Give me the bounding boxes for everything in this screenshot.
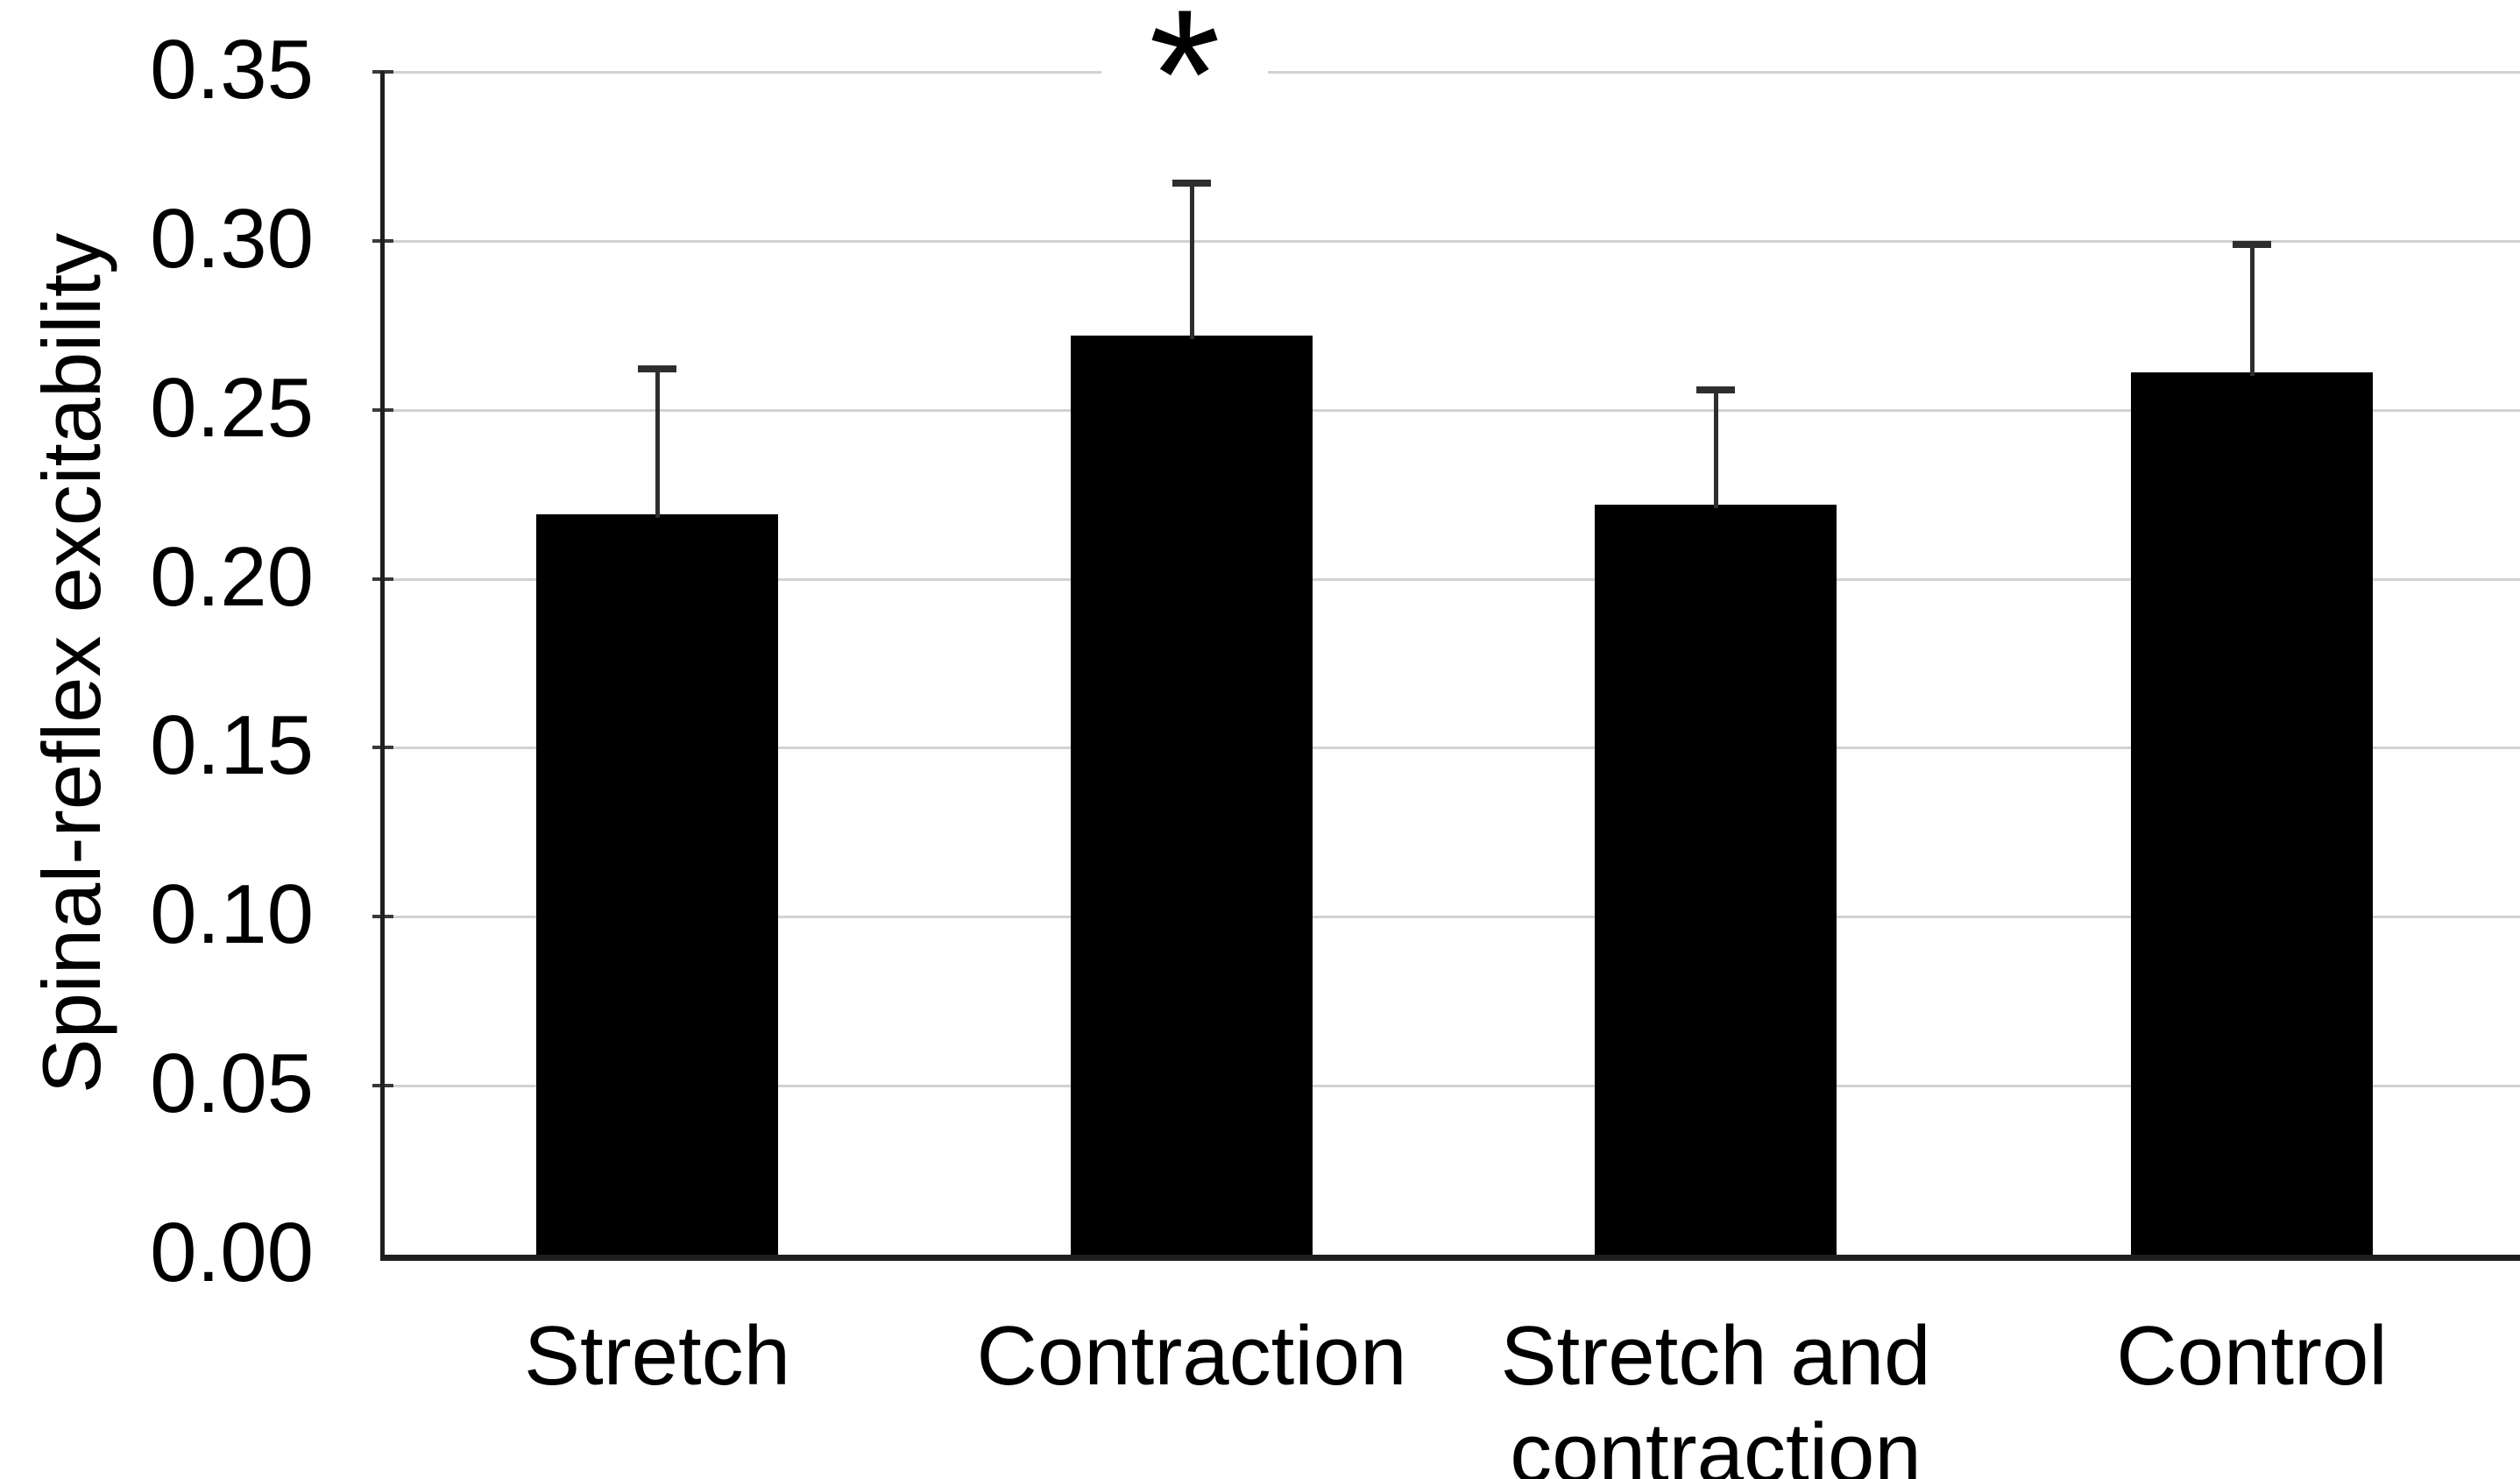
error-bar-stem	[2250, 244, 2255, 377]
x-category-label: Stretch	[523, 1309, 791, 1403]
error-bar-cap	[1172, 180, 1211, 188]
error-bar-cap	[1696, 386, 1735, 393]
y-axis-line	[380, 71, 385, 1260]
y-tick-label: 0.35	[150, 22, 314, 117]
y-tick-label: 0.15	[150, 698, 314, 793]
error-bar-cap	[638, 365, 676, 373]
error-bar-stem	[655, 369, 660, 519]
x-axis-line	[380, 1255, 2520, 1261]
gridline	[383, 408, 2520, 412]
gridline	[383, 916, 2520, 919]
y-tick-label: 0.10	[150, 867, 314, 962]
y-tick-label: 0.05	[150, 1036, 314, 1130]
x-category-label: Contraction	[976, 1309, 1407, 1403]
y-tick-label: 0.30	[150, 191, 314, 286]
error-bar-cap	[2233, 240, 2271, 248]
gridline	[1268, 71, 2520, 74]
gridline	[383, 1085, 2520, 1088]
x-category-label: Stretch and contraction	[1500, 1309, 1931, 1479]
bar-stretch-and-contraction	[1595, 504, 1837, 1255]
bar-control	[2131, 372, 2373, 1255]
y-tick-label: 0.20	[150, 529, 314, 624]
y-tick-label: 0.00	[150, 1205, 314, 1299]
error-bar-stem	[1190, 183, 1194, 339]
y-tick-label: 0.25	[150, 360, 314, 455]
gridline	[383, 239, 2520, 243]
gridline	[383, 71, 1101, 74]
x-category-label: Control	[2116, 1309, 2388, 1403]
bar-contraction	[1071, 335, 1313, 1255]
bar-stretch	[536, 514, 778, 1255]
significance-asterisk: *	[1149, 0, 1221, 177]
error-bar-stem	[1714, 389, 1718, 508]
gridline	[383, 577, 2520, 581]
gridline	[383, 747, 2520, 750]
